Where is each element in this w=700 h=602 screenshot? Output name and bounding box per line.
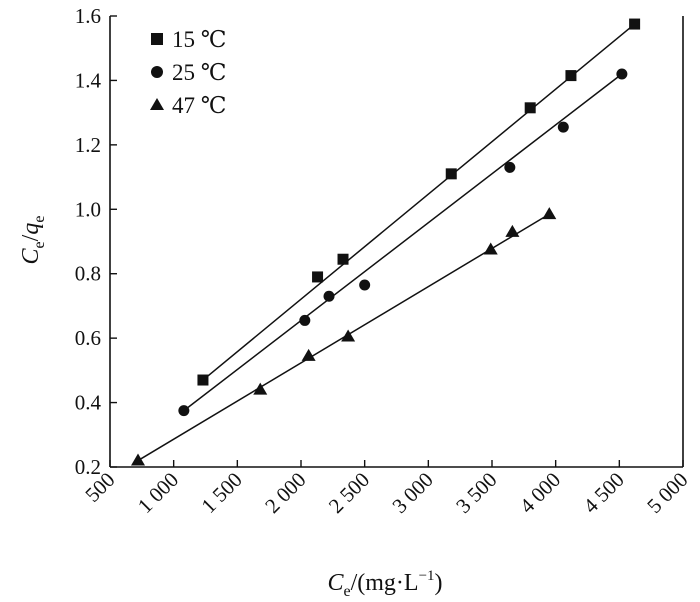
- y-tick-label: 1.4: [75, 68, 102, 92]
- x-tick-label: 4 000: [515, 468, 565, 518]
- data-point-square: [565, 70, 577, 82]
- data-point-triangle: [131, 453, 146, 466]
- x-tick-label: 2 000: [260, 468, 310, 518]
- data-point-square: [337, 253, 349, 265]
- data-point-triangle: [301, 348, 316, 361]
- legend-marker-circle: [151, 66, 163, 78]
- y-tick-label: 0.6: [75, 326, 101, 350]
- y-tick-label: 1.2: [75, 133, 101, 157]
- data-point-circle: [178, 405, 190, 417]
- legend-label: 47 ℃: [172, 93, 226, 118]
- y-tick-label: 1.6: [75, 4, 101, 28]
- y-axis-label: Ce/qe: [18, 216, 48, 265]
- data-point-circle: [323, 290, 335, 302]
- x-axis-label: Ce/(mg·L−1): [327, 568, 442, 600]
- legend-marker-triangle: [150, 98, 164, 110]
- x-tick-label: 1 000: [133, 468, 183, 518]
- series-square: [197, 18, 641, 386]
- fit-line: [183, 73, 623, 412]
- data-point-circle: [557, 121, 569, 133]
- series-layer: [131, 18, 641, 466]
- y-tick-label: 0.4: [75, 391, 102, 415]
- x-tick-label: 5 000: [642, 468, 692, 518]
- y-axis-ticks: 0.2 0.4 0.6 0.8 1.0 1.2 1.4 1.6: [75, 4, 117, 479]
- series-circle: [178, 68, 628, 417]
- series-triangle: [131, 207, 557, 466]
- x-tick-label: 3 500: [451, 468, 501, 518]
- data-point-triangle: [483, 242, 498, 255]
- data-point-circle: [616, 68, 628, 80]
- fit-line: [202, 23, 636, 381]
- data-point-circle: [299, 314, 311, 326]
- x-tick-label: 1 500: [196, 468, 246, 518]
- y-tick-label: 1.0: [75, 197, 101, 221]
- data-point-circle: [504, 161, 516, 173]
- x-tick-label: 2 500: [324, 468, 374, 518]
- data-point-triangle: [341, 329, 356, 342]
- y-tick-label: 0.2: [75, 455, 101, 479]
- data-point-square: [445, 168, 457, 180]
- plot-area: [109, 16, 684, 468]
- x-tick-label: 4 500: [578, 468, 628, 518]
- data-point-triangle: [505, 224, 520, 237]
- legend-marker-square: [151, 33, 163, 45]
- legend: 15 ℃ 25 ℃ 47 ℃: [150, 27, 226, 118]
- data-point-square: [524, 102, 536, 114]
- legend-label: 15 ℃: [172, 27, 226, 52]
- data-point-square: [197, 374, 209, 386]
- data-point-square: [312, 271, 324, 283]
- x-axis-ticks: 500 1 000 1 500 2 000 2 500 3 000 3 500 4 000 4 …: [80, 460, 693, 518]
- data-point-triangle: [542, 207, 557, 220]
- y-tick-label: 0.8: [75, 262, 101, 286]
- data-point-square: [629, 18, 641, 30]
- legend-label: 25 ℃: [172, 60, 226, 85]
- data-point-circle: [359, 279, 371, 291]
- data-point-triangle: [253, 382, 268, 395]
- x-tick-label: 3 000: [387, 468, 437, 518]
